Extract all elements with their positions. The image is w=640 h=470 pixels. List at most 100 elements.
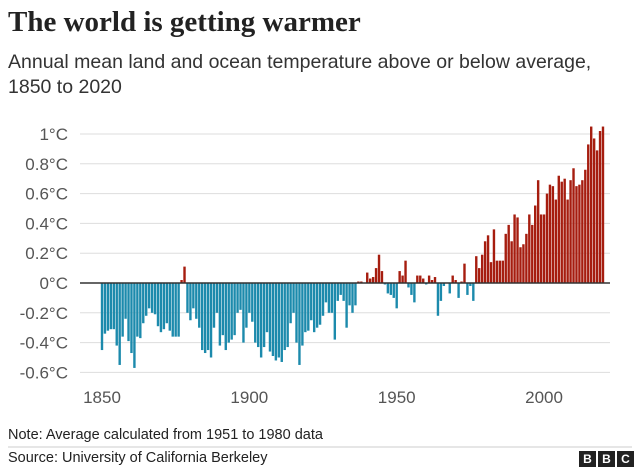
bar-1873 (168, 283, 171, 331)
bar-1942 (371, 277, 375, 283)
bar-1982 (489, 262, 493, 283)
bar-1935 (351, 283, 354, 313)
bar-1985 (498, 260, 502, 283)
bar-1915 (292, 283, 295, 313)
bar-1998 (536, 180, 540, 283)
chart-note: Note: Average calculated from 1951 to 19… (8, 427, 323, 443)
bar-1984 (495, 260, 499, 283)
bar-1885 (203, 283, 207, 354)
bar-1992 (519, 247, 522, 283)
bar-1868 (153, 283, 157, 315)
bar-1970 (454, 280, 457, 283)
bar-1922 (312, 283, 316, 333)
bar-1864 (142, 283, 145, 324)
bar-1894 (230, 283, 233, 340)
bar-1906 (265, 283, 269, 333)
bar-2015 (587, 144, 590, 283)
bar-1891 (221, 283, 225, 336)
bar-2004 (554, 199, 558, 283)
bar-1955 (410, 283, 413, 295)
bar-1882 (195, 283, 198, 319)
bar-1928 (330, 283, 334, 313)
bar-1879 (186, 283, 189, 313)
bar-1959 (422, 278, 425, 283)
bar-2008 (566, 199, 569, 283)
bar-1933 (345, 283, 348, 328)
chart-source: Source: University of California Berkele… (8, 450, 268, 466)
bar-1926 (324, 283, 328, 303)
bar-1874 (171, 283, 174, 337)
bar-2005 (557, 175, 560, 283)
bar-1930 (336, 283, 339, 301)
bar-1901 (251, 283, 254, 322)
bar-1993 (522, 244, 525, 283)
bar-1991 (516, 217, 519, 283)
y-tick-label: 0°C (39, 274, 68, 293)
bar-1893 (227, 283, 230, 343)
bar-1892 (224, 283, 227, 351)
bar-1914 (289, 283, 292, 324)
bar-1910 (277, 283, 281, 358)
bar-1977 (475, 256, 478, 283)
bar-1852 (106, 283, 110, 331)
bar-1952 (401, 275, 404, 283)
bar-2013 (581, 180, 584, 283)
bar-1859 (127, 283, 130, 342)
bar-1983 (492, 229, 496, 283)
bar-1932 (342, 283, 345, 301)
bar-1869 (156, 283, 160, 327)
bar-1943 (374, 268, 378, 283)
bar-1876 (177, 283, 180, 337)
x-tick-label: 1950 (378, 388, 416, 407)
bar-1851 (103, 283, 107, 334)
bar-1957 (416, 275, 419, 283)
bar-1897 (239, 283, 242, 310)
y-tick-label: 0.8°C (25, 155, 68, 174)
bar-1912 (283, 283, 286, 351)
bar-1962 (430, 280, 434, 283)
bar-1904 (259, 283, 263, 358)
bar-1929 (333, 283, 337, 340)
bar-1925 (321, 283, 325, 316)
bar-1908 (271, 283, 275, 357)
bar-1976 (472, 283, 475, 301)
y-tick-label: 0.4°C (25, 214, 68, 233)
bar-1975 (469, 283, 472, 286)
bar-1890 (218, 283, 222, 346)
bar-1905 (262, 283, 266, 348)
bar-1979 (480, 254, 484, 283)
x-tick-label: 2000 (525, 388, 563, 407)
y-tick-label: -0.4°C (20, 334, 68, 353)
bar-1913 (286, 283, 289, 348)
bar-1974 (466, 283, 469, 295)
bar-2002 (548, 184, 552, 283)
bar-1995 (528, 214, 531, 283)
bar-1948 (389, 283, 393, 295)
bar-1916 (295, 283, 298, 343)
bar-1854 (112, 283, 115, 330)
bar-1888 (212, 283, 216, 328)
bar-1968 (448, 283, 451, 294)
bar-1956 (413, 283, 416, 303)
bar-1867 (150, 283, 154, 313)
bar-1863 (139, 283, 142, 339)
bar-1909 (274, 283, 278, 361)
y-tick-label: 1°C (39, 125, 68, 144)
bar-1997 (534, 205, 537, 283)
bar-1986 (501, 260, 504, 283)
bar-1971 (457, 283, 460, 298)
bar-2000 (542, 214, 546, 283)
bar-1951 (398, 271, 401, 283)
y-tick-label: -0.6°C (20, 363, 68, 382)
bar-1961 (427, 275, 431, 283)
bar-2014 (584, 169, 587, 283)
bar-1936 (354, 283, 357, 306)
bar-1853 (109, 283, 113, 330)
bar-1941 (368, 278, 372, 283)
bar-1999 (539, 214, 543, 283)
bar-2011 (575, 186, 578, 283)
bar-1872 (165, 283, 169, 324)
bar-1907 (268, 283, 272, 352)
bar-1860 (130, 283, 133, 354)
bar-1883 (198, 283, 201, 328)
